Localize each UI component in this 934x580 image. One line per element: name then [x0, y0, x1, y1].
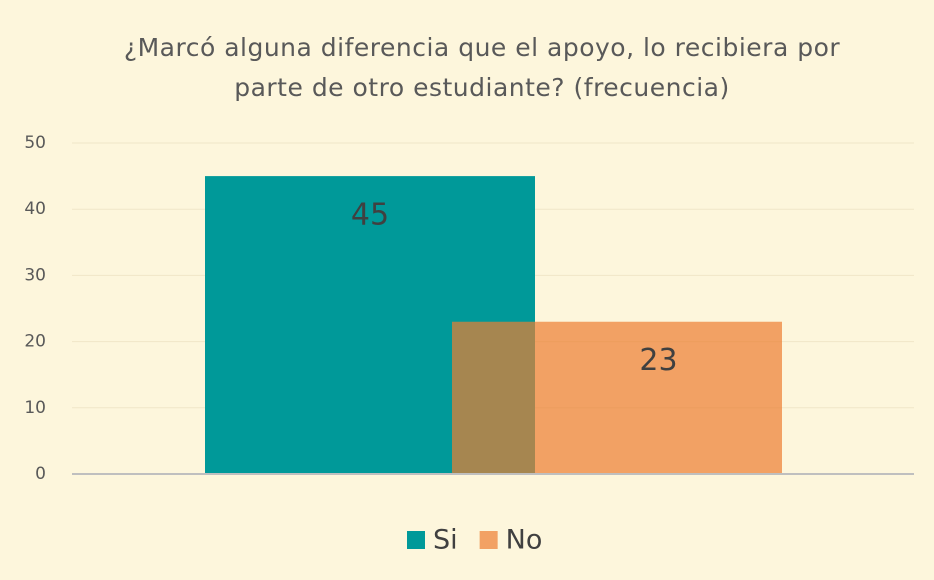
legend-swatch	[479, 531, 498, 549]
bar	[452, 321, 782, 474]
y-tick-label: 0	[35, 464, 46, 484]
data-label: 23	[639, 343, 677, 378]
y-tick-label: 30	[24, 265, 46, 285]
data-label: 45	[351, 198, 389, 233]
y-tick-label: 40	[24, 199, 46, 219]
y-tick-label: 50	[24, 133, 46, 153]
y-tick-label: 20	[24, 332, 46, 352]
legend-swatch	[407, 531, 425, 549]
legend-label: Si	[433, 525, 458, 556]
chart-title: ¿Marcó alguna diferencia que el apoyo, l…	[123, 33, 841, 102]
y-tick-label: 10	[24, 398, 46, 418]
legend-label: No	[506, 525, 543, 556]
